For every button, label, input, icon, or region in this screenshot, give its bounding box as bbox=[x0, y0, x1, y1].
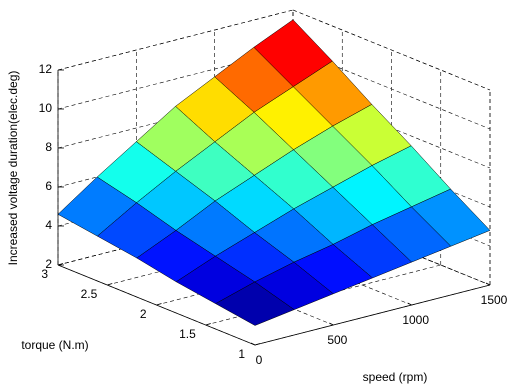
tick-mark bbox=[156, 303, 162, 306]
tick-mark bbox=[57, 263, 64, 266]
grid-line bbox=[57, 48, 294, 110]
tick-mark bbox=[254, 343, 261, 346]
y-tick-label: 2 bbox=[140, 307, 147, 321]
x-tick-label: 0 bbox=[256, 353, 263, 367]
z-tick-label: 4 bbox=[45, 218, 52, 232]
z-tick-label: 8 bbox=[45, 140, 52, 154]
z-tick-label: 12 bbox=[39, 62, 53, 76]
grid-line bbox=[292, 9, 491, 91]
surface-cell bbox=[215, 281, 295, 326]
y-tick-label: 3 bbox=[41, 267, 48, 281]
z-tick-label: 2 bbox=[45, 257, 52, 271]
x-tick-label: 500 bbox=[327, 333, 347, 347]
x-axis-label: speed (rpm) bbox=[363, 370, 428, 384]
x-tick-label: 1500 bbox=[481, 293, 508, 307]
x-tick-label: 1000 bbox=[402, 313, 429, 327]
tick-mark bbox=[407, 302, 412, 306]
z-tick-label: 6 bbox=[45, 179, 52, 193]
grid-line bbox=[57, 9, 294, 71]
tick-mark bbox=[107, 283, 113, 286]
y-tick-label: 1 bbox=[238, 347, 245, 361]
grid-line bbox=[254, 284, 491, 346]
tick-mark bbox=[250, 342, 256, 346]
z-tick-label: 10 bbox=[39, 101, 53, 115]
y-axis-label: torque (N.m) bbox=[21, 338, 88, 352]
tick-mark bbox=[485, 282, 491, 286]
y-tick-label: 2.5 bbox=[81, 287, 98, 301]
y-tick-label: 1.5 bbox=[179, 327, 196, 341]
tick-mark bbox=[205, 323, 211, 326]
z-axis-label: Increased voltage duration(elec.deg) bbox=[6, 71, 20, 266]
tick-mark bbox=[329, 322, 334, 326]
